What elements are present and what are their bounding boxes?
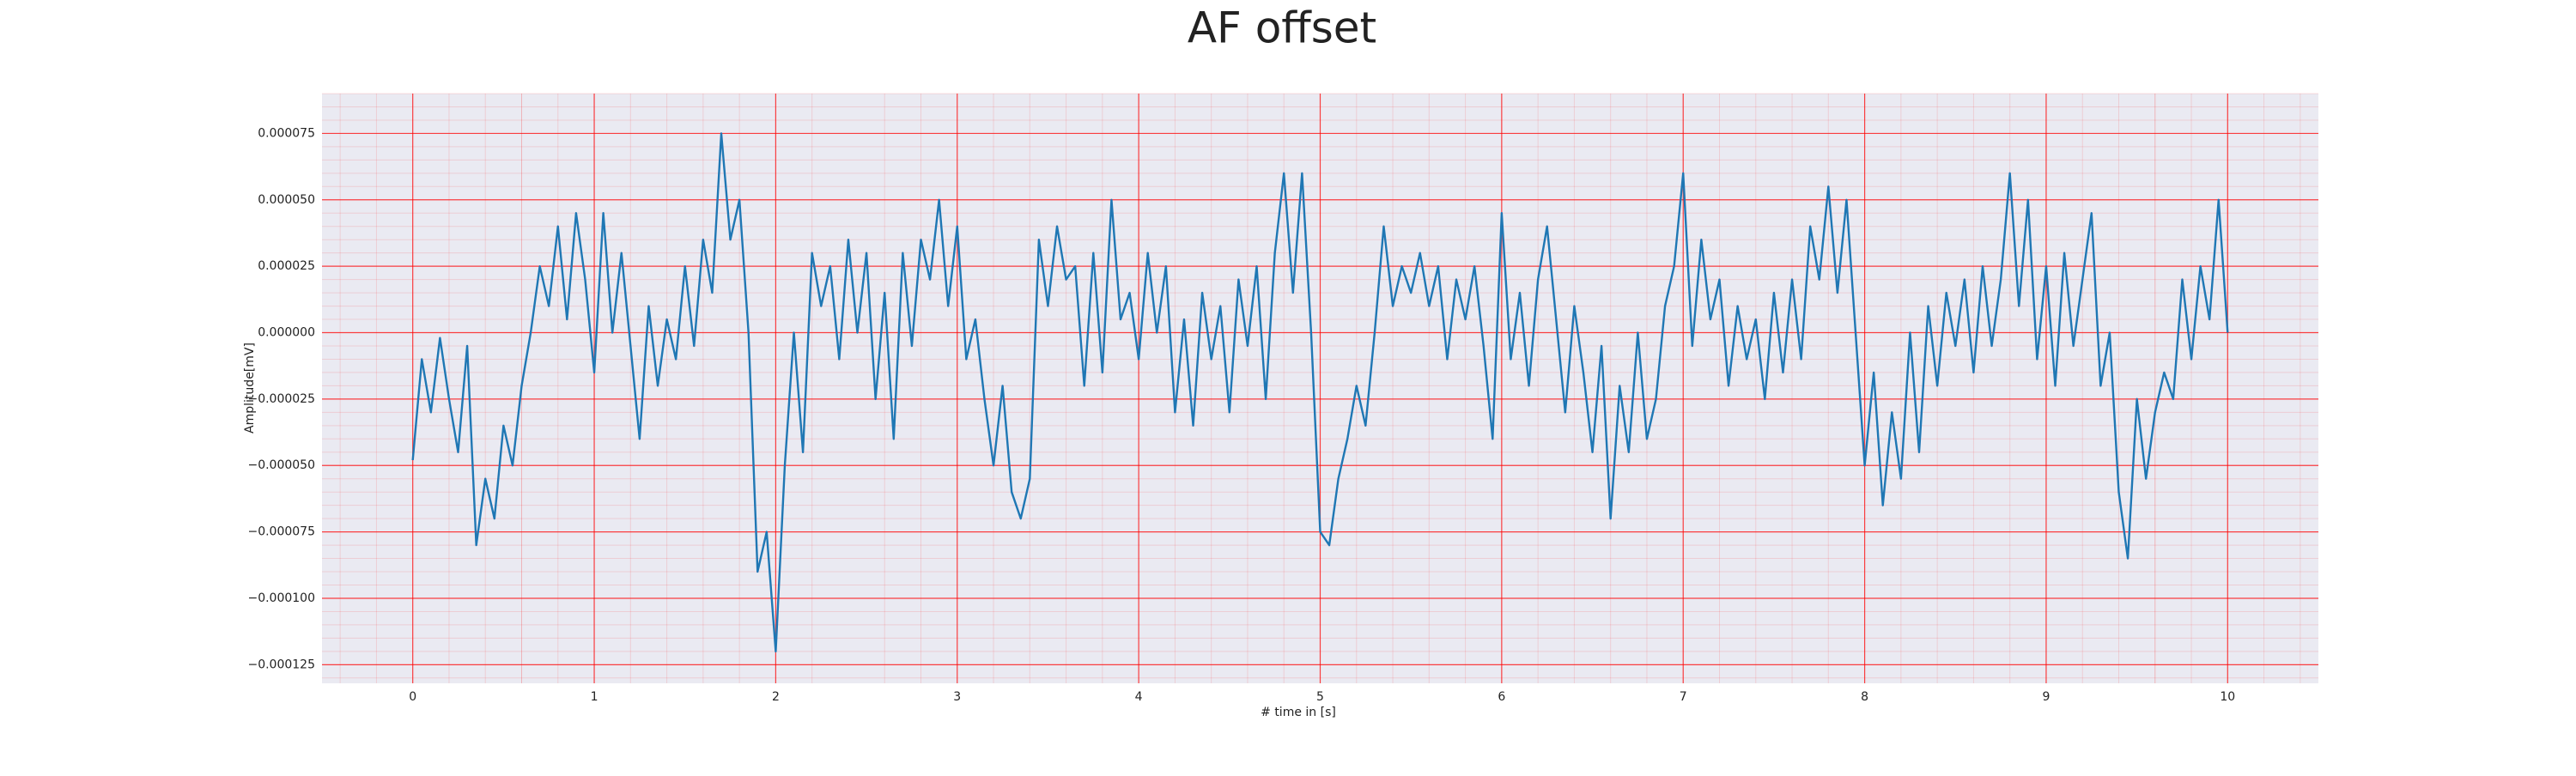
x-tick-label: 3 bbox=[953, 690, 961, 704]
chart-title: AF offset bbox=[1188, 3, 1376, 53]
y-tick-label: 0.000050 bbox=[258, 193, 315, 207]
x-tick-label: 5 bbox=[1316, 690, 1324, 704]
x-tick-label: 7 bbox=[1680, 690, 1687, 704]
x-tick-label: 2 bbox=[772, 690, 780, 704]
x-tick-label: 8 bbox=[1861, 690, 1868, 704]
y-axis-label: Amplitude[mV] bbox=[243, 343, 257, 433]
x-axis-label: # time in [s] bbox=[1261, 706, 1336, 719]
x-tick-label: 1 bbox=[591, 690, 598, 704]
data bbox=[411, 132, 2229, 653]
x-tick-label: 6 bbox=[1498, 690, 1505, 704]
y-tick-label: −0.000025 bbox=[247, 392, 315, 406]
x-tick-label: 10 bbox=[2220, 690, 2235, 704]
y-tick-label: −0.000050 bbox=[247, 458, 315, 472]
y-tick-label: −0.000100 bbox=[247, 591, 315, 605]
labels: 0 1 2 3 4 5 6 7 8 9 10 −0.000125 −0.000100 −0.000075 −… bbox=[247, 126, 2235, 704]
signal-line bbox=[411, 132, 2229, 653]
y-tick-label: 0.000025 bbox=[258, 259, 315, 273]
y-tick-label: 0.000075 bbox=[258, 126, 315, 140]
grid bbox=[322, 93, 2318, 683]
x-tick-label: 0 bbox=[409, 690, 416, 704]
y-tick-label: −0.000075 bbox=[247, 525, 315, 539]
y-tick-label: 0.000000 bbox=[258, 326, 315, 340]
x-tick-label: 9 bbox=[2042, 690, 2050, 704]
x-tick-label: 4 bbox=[1135, 690, 1143, 704]
y-tick-label: −0.000125 bbox=[247, 658, 315, 671]
